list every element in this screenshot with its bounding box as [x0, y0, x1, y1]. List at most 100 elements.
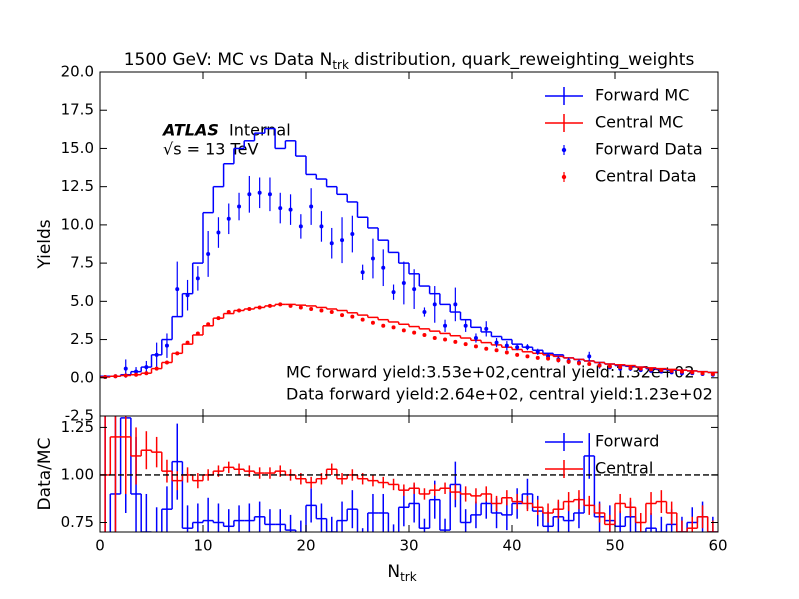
data-point — [618, 365, 623, 370]
data-point — [185, 293, 190, 298]
data-point — [175, 351, 180, 356]
data-point — [381, 265, 386, 270]
data-point — [319, 224, 324, 229]
y-tick-label: 5.0 — [70, 292, 94, 310]
data-point — [391, 290, 396, 295]
data-point — [710, 371, 715, 376]
data-point — [247, 306, 252, 311]
data-point — [288, 207, 293, 212]
data-point — [494, 340, 499, 345]
y-tick-label: 0.75 — [61, 513, 94, 531]
data-point — [350, 232, 355, 237]
data-point — [484, 326, 489, 331]
data-point — [690, 370, 695, 375]
data-point — [329, 310, 334, 315]
data-point — [463, 342, 468, 347]
data-point — [226, 216, 231, 221]
chart-title: 1500 GeV: MC vs Data Ntrk distribution, q… — [124, 50, 695, 72]
x-tick-label: 10 — [193, 537, 212, 555]
data-point — [237, 204, 242, 209]
data-point — [597, 363, 602, 368]
data-point — [350, 314, 355, 319]
y-tick-label: 2.5 — [70, 330, 94, 348]
data-point — [123, 373, 128, 378]
data-point — [237, 308, 242, 313]
data-point — [659, 368, 664, 373]
x-label-sub: trk — [400, 570, 417, 584]
data-point — [669, 368, 674, 373]
legend-symbol — [561, 174, 567, 180]
y-tick-label: 10.0 — [61, 215, 94, 233]
data-point — [525, 354, 530, 359]
data-point — [494, 348, 499, 353]
data-point — [535, 349, 540, 354]
x-axis-label: Ntrk — [387, 562, 416, 584]
data-point — [278, 302, 283, 307]
y-axis-label: Yields — [35, 219, 55, 269]
data-point — [257, 305, 262, 310]
data-point — [309, 306, 314, 311]
data-point — [422, 332, 427, 337]
data-point — [340, 313, 345, 318]
data-point — [319, 308, 324, 313]
data-point — [453, 302, 458, 307]
data-point — [473, 336, 478, 341]
x-tick-label: 0 — [95, 537, 105, 555]
data-point — [504, 350, 509, 355]
data-point — [195, 331, 200, 336]
data-point — [123, 366, 128, 371]
data-point — [298, 305, 303, 310]
y-tick-label: 1.25 — [61, 418, 94, 436]
legend-label: Forward — [595, 432, 659, 451]
x-tick-label: 40 — [502, 537, 521, 555]
data-point — [432, 302, 437, 307]
data-point — [267, 303, 272, 308]
atlas-label: ATLAS — [161, 121, 219, 140]
data-point — [144, 365, 149, 370]
data-point — [309, 204, 314, 209]
legend-label: Central Data — [595, 167, 697, 186]
data-point — [370, 256, 375, 261]
data-point — [103, 375, 108, 380]
data-point — [401, 328, 406, 333]
data-point — [628, 365, 633, 370]
data-point — [288, 303, 293, 308]
legend-label: Forward Data — [595, 140, 703, 159]
data-point — [206, 322, 211, 327]
legend-label: Central — [595, 459, 653, 478]
data-point — [195, 276, 200, 281]
legend-symbol — [561, 147, 567, 153]
data-point — [607, 364, 612, 369]
data-point — [267, 192, 272, 197]
data-point — [175, 287, 180, 292]
data-point — [144, 371, 149, 376]
data-point — [587, 354, 592, 359]
data-point — [422, 310, 427, 315]
x-tick-label: 30 — [399, 537, 418, 555]
status-label: Internal — [229, 121, 291, 140]
x-tick-label: 60 — [708, 537, 727, 555]
data-point — [453, 339, 458, 344]
data-point — [164, 343, 169, 348]
title-rest: distribution, quark_reweighting_weights — [354, 50, 695, 70]
data-point — [164, 360, 169, 365]
data-point — [360, 317, 365, 322]
data-point — [154, 352, 159, 357]
data-point — [340, 238, 345, 243]
data-point — [185, 340, 190, 345]
mc-yield-text: MC forward yield:3.53e+02,central yield:… — [286, 363, 695, 382]
y-tick-label: 0.0 — [70, 368, 94, 386]
data-point — [329, 241, 334, 246]
data-point — [412, 287, 417, 292]
data-point — [298, 224, 303, 229]
data-point — [216, 316, 221, 321]
data-point — [484, 346, 489, 351]
y-tick-label: 17.5 — [61, 101, 94, 119]
data-point — [463, 323, 468, 328]
data-point — [443, 323, 448, 328]
data-point — [412, 330, 417, 335]
data-point — [257, 190, 262, 195]
data-point — [391, 325, 396, 330]
axes-frame — [99, 415, 719, 533]
